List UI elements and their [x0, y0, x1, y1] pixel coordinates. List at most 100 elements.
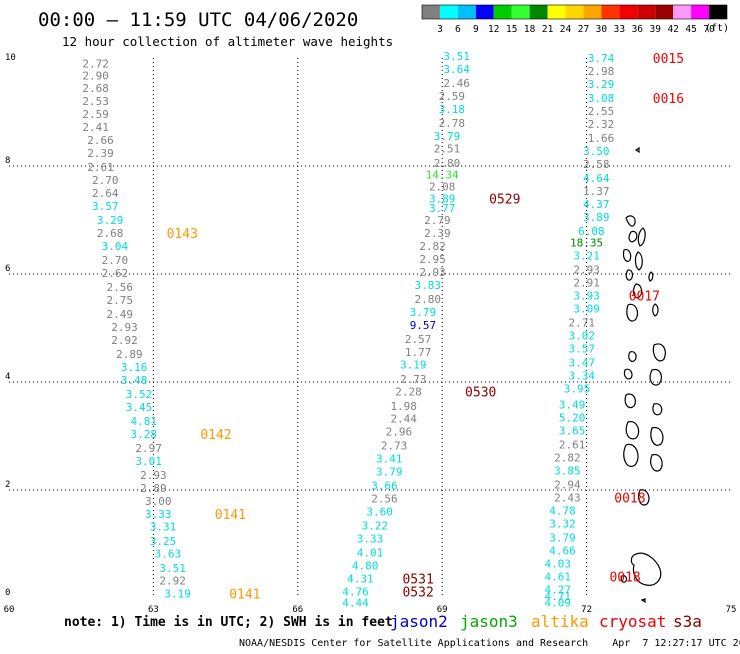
x-tick-label: 72	[581, 605, 592, 615]
wave-height-label: 3.79	[376, 466, 403, 479]
colorbar-tick-label: 24	[560, 24, 572, 35]
wave-height-label: 3.85	[554, 465, 581, 478]
wave-height-label: 2.59	[439, 90, 466, 103]
wave-height-label: 3.95	[564, 382, 591, 395]
colorbar-tick-label: 39	[650, 24, 662, 35]
island-shape	[632, 283, 643, 299]
island-shape	[652, 343, 666, 362]
satellite-legend-jason3: jason3	[460, 612, 518, 631]
wave-height-label: 3.21	[573, 250, 600, 263]
island-shape	[623, 368, 633, 380]
wave-height-label: 3.48	[121, 374, 148, 387]
wave-height-label: 3.33	[145, 508, 172, 521]
wave-height-label: 2.08	[429, 181, 456, 194]
wave-height-label: 3.60	[366, 506, 393, 519]
colorbar-swatch	[422, 5, 440, 19]
pass-time-label: 0141	[229, 588, 260, 603]
page-title: 00:00 – 11:59 UTC 04/06/2020	[38, 9, 358, 31]
wave-height-label: 2.68	[97, 227, 124, 240]
wave-height-label: 3.31	[150, 521, 177, 534]
island-shape	[626, 303, 639, 322]
pass-time-label: 0530	[465, 386, 496, 401]
colorbar-swatch	[619, 5, 638, 19]
wave-height-label: 2.39	[87, 147, 114, 160]
colorbar-tick-label: 6	[455, 24, 461, 35]
pass-time-label: 0016	[653, 92, 684, 107]
wave-height-label: 3.33	[357, 533, 384, 546]
colorbar-legend: 3 6 9 12 15 18 21 24 27 30 33 36 39 42 45 70	[421, 4, 728, 35]
colorbar-tick-label: 45	[685, 24, 696, 35]
grid-lines	[9, 58, 731, 598]
wave-height-label: 9.57	[410, 319, 437, 332]
wave-height-label: 2.92	[111, 334, 138, 347]
wave-height-label: 3.25	[150, 535, 177, 548]
island-shape	[637, 489, 650, 506]
colorbar-swatch	[691, 5, 710, 19]
wave-height-label: 1.37	[583, 185, 610, 198]
wave-height-label: 3.50	[583, 145, 610, 158]
wave-height-label: 4.31	[347, 573, 374, 586]
wave-height-label: 4.03	[544, 557, 571, 570]
wave-height-label: 1.98	[390, 400, 417, 413]
wave-height-label: 2.68	[82, 82, 109, 95]
wave-height-label: 3.22	[362, 520, 389, 533]
pass-time-label: 0141	[215, 508, 246, 523]
pass-time-label: 0143	[167, 227, 198, 242]
wave-height-label: 18.35	[570, 237, 603, 250]
island-shape	[634, 146, 640, 154]
wave-height-label: 3.65	[559, 425, 586, 438]
island-shape	[622, 249, 632, 262]
wave-height-label: 3.28	[131, 428, 158, 441]
island-shape	[620, 575, 628, 583]
colorbar-swatch	[565, 5, 584, 19]
credit-footer: NOAA/NESDIS Center for Satellite Applica…	[239, 638, 740, 649]
colorbar-tick-label: 42	[667, 24, 678, 35]
colorbar-frame	[421, 4, 728, 20]
footnote: note: 1) Time is in UTC; 2) SWH is in fe…	[64, 615, 393, 630]
x-tick-label: 69	[437, 605, 448, 615]
wave-height-label: 4.27	[544, 583, 571, 596]
wave-height-label: 5.20	[559, 412, 586, 425]
wave-height-label: 2.93	[419, 266, 446, 279]
wave-height-label: 4.61	[544, 570, 571, 583]
coastline-maldives	[620, 146, 666, 604]
axis-tick-labels: 60 63 66 69 72 75 0 2 4 6 8 10	[4, 53, 737, 615]
colorbar-swatch	[547, 5, 566, 19]
colorbar-tick-label: 27	[578, 24, 589, 35]
wave-height-label: 2.91	[573, 277, 600, 290]
wave-height-label: 3.51	[443, 50, 470, 63]
y-tick-label: 4	[5, 372, 10, 382]
wave-height-label: 2.79	[424, 214, 451, 227]
wave-height-label: 2.46	[443, 77, 470, 90]
wave-height-label: 3.93	[573, 290, 600, 303]
wave-height-label: 2.58	[583, 158, 610, 171]
wave-height-label: 2.92	[159, 575, 186, 588]
island-shape	[650, 453, 663, 472]
y-tick-label: 8	[5, 156, 10, 166]
wave-height-label: 2.32	[588, 118, 615, 131]
wave-height-label: 2.70	[92, 174, 119, 187]
island-shape	[624, 393, 637, 409]
unit-label: (ft)	[705, 23, 729, 34]
colorbar-tick-label: 3	[437, 24, 443, 35]
colorbar-swatch	[457, 5, 476, 19]
colorbar-swatch	[475, 5, 494, 19]
colorbar-swatch	[511, 5, 530, 19]
x-tick-label: 66	[292, 605, 303, 615]
colorbar-swatch	[493, 5, 512, 19]
wave-height-label: 3.45	[126, 401, 153, 414]
island-shape	[625, 420, 640, 440]
wave-height-label: 2.28	[395, 386, 422, 399]
wave-height-label: 6.08	[578, 225, 605, 238]
pass-time-label: 0531	[402, 573, 433, 588]
wave-height-label: 2.96	[386, 426, 413, 439]
colorbar-swatch	[637, 5, 656, 19]
wave-height-label: 3.89	[583, 211, 610, 224]
island-shape	[628, 230, 638, 243]
wave-height-label: 3.77	[429, 202, 456, 215]
island-shape	[649, 368, 662, 386]
wave-height-label: 2.97	[135, 442, 162, 455]
island-shape	[623, 443, 639, 467]
pass-time-label: 0142	[200, 428, 231, 443]
